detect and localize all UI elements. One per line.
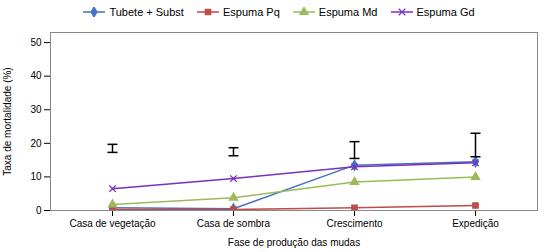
svg-text:20: 20 <box>30 138 42 149</box>
svg-text:Taxa de mortalidade (%): Taxa de mortalidade (%) <box>2 67 13 175</box>
html-text:Espuma Pq: Espuma Pq <box>222 6 280 18</box>
svg-text:Casa de sombra: Casa de sombra <box>197 218 271 229</box>
svg-text:40: 40 <box>30 70 42 81</box>
html-text:Espuma Gd: Espuma Gd <box>416 6 475 18</box>
svg-text:0: 0 <box>36 205 42 216</box>
svg-text:Expedição: Expedição <box>452 218 499 229</box>
html-text:Espuma Md: Espuma Md <box>318 6 378 18</box>
svg-text:10: 10 <box>30 171 42 182</box>
html-text:Tubete + Subst: Tubete + Subst <box>109 6 184 18</box>
svg-text:30: 30 <box>30 104 42 115</box>
svg-text:Crescimento: Crescimento <box>326 218 383 229</box>
svg-text:Fase de produção das mudas: Fase de produção das mudas <box>228 237 360 248</box>
svg-text:50: 50 <box>30 37 42 48</box>
svg-text:Casa de vegetação: Casa de vegetação <box>69 218 156 229</box>
